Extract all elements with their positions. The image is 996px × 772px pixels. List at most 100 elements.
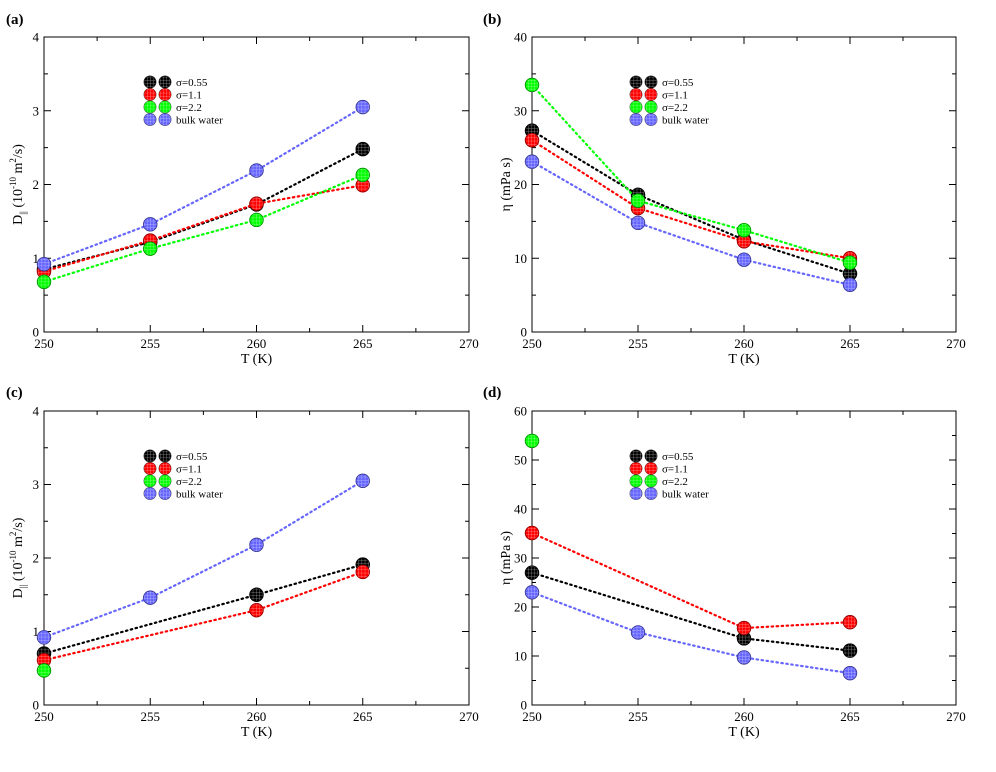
y-tick-label: 20 [514,177,527,192]
data-point-hatch [737,632,751,645]
data-point-hatch [525,586,539,599]
x-tick-label: 255 [628,709,648,724]
series-line [42,479,364,639]
legend-marker-hatch [630,101,642,113]
y-tick-label: 60 [514,404,527,419]
legend-marker-outline [158,113,172,127]
data-point-hatch [525,78,539,92]
data-point-hatch [143,218,157,231]
data-point-outline [524,433,540,449]
series-red [524,525,858,636]
legend-marker-hatch [630,450,642,462]
data-point-outline [355,473,370,488]
data-point-hatch [525,155,539,168]
y-tick-label: 0 [33,325,40,340]
data-point-outline [143,217,158,232]
x-tick-label: 260 [247,336,267,351]
legend-marker-hatch [645,462,657,475]
x-tick-label: 250 [522,709,542,724]
legend-marker-hatch [144,475,156,487]
data-point-outline [524,133,540,148]
y-tick-label: 0 [521,325,528,340]
x-tick-label: 270 [946,336,966,351]
panel-label: (b) [483,12,501,28]
legend-label: bulk water [662,115,709,127]
x-tick-label: 265 [353,336,373,351]
series-line [42,173,364,283]
series-green [36,663,52,678]
series-green [524,433,540,449]
legend-label: σ=1.1 [662,90,688,102]
y-tick-label: 1 [33,624,40,639]
legend-marker-hatch [144,450,156,462]
data-point-outline [524,585,540,600]
x-tick-label: 265 [840,336,860,351]
series-line [530,83,852,264]
legend-marker-hatch [159,462,171,475]
legend-marker-hatch [159,487,171,500]
data-point-outline [355,564,370,580]
series-line [530,160,852,286]
plot-frame [43,36,470,333]
legend-label: σ=1.1 [662,464,688,476]
x-tick-label: 250 [34,709,54,724]
data-point-outline [842,255,858,270]
x-axis-label: T (K) [728,725,760,740]
series-blue [36,99,370,272]
legend-label: bulk water [662,489,709,501]
legend-marker-hatch [630,475,642,487]
data-point-hatch [37,275,51,289]
data-point-outline [143,241,158,256]
x-tick-label: 255 [628,336,648,351]
data-point-hatch [250,588,263,602]
panel-label: (a) [6,12,24,28]
y-tick-label: 20 [514,600,527,615]
data-point-hatch [843,666,857,680]
data-point-outline [249,212,264,228]
x-tick-label: 265 [840,709,860,724]
legend-label: σ=0.55 [662,451,694,463]
data-point-hatch [737,621,751,635]
data-point-outline [736,650,752,665]
data-point-outline [524,77,540,93]
series-black [36,557,370,661]
data-point-hatch [356,565,370,579]
data-point-outline [36,257,52,272]
data-point-outline [36,274,52,290]
data-point-hatch [37,653,51,667]
legend-label: bulk water [176,115,223,127]
legend-marker-outline [644,486,658,500]
series-line [42,105,364,266]
data-point-hatch [250,164,263,177]
y-tick-label: 2 [33,551,40,566]
x-tick-label: 255 [141,709,161,724]
legend-marker-hatch [159,76,171,88]
data-point-hatch [356,168,370,182]
x-tick-label: 260 [734,709,754,724]
data-point-hatch [843,644,857,657]
data-point-outline [249,196,264,211]
chart-panel-1: (a) 250 255 260 265 270 0 1 2 3 4 T (K) D|| (10-10 m… [6,12,479,367]
data-point-hatch [250,538,263,552]
y-axis-label: D|| (10-10 m2/s) [8,517,28,598]
legend-marker-hatch [645,475,657,487]
y-tick-label: 0 [33,698,40,713]
data-point-outline [36,663,52,678]
series-black [524,123,858,281]
data-point-hatch [356,142,370,156]
legend-marker-hatch [645,113,657,126]
x-tick-label: 270 [459,709,479,724]
series-red [36,564,370,668]
series-line [42,184,364,273]
data-point-outline [249,587,264,602]
legend-label: σ=2.2 [662,102,688,114]
data-point-hatch [737,253,751,267]
data-point-outline [630,193,646,208]
data-point-outline [842,643,858,658]
legend-marker-hatch [144,113,156,126]
series-green [524,77,858,270]
legend-marker-hatch [144,101,156,113]
plot-frame [43,410,470,706]
